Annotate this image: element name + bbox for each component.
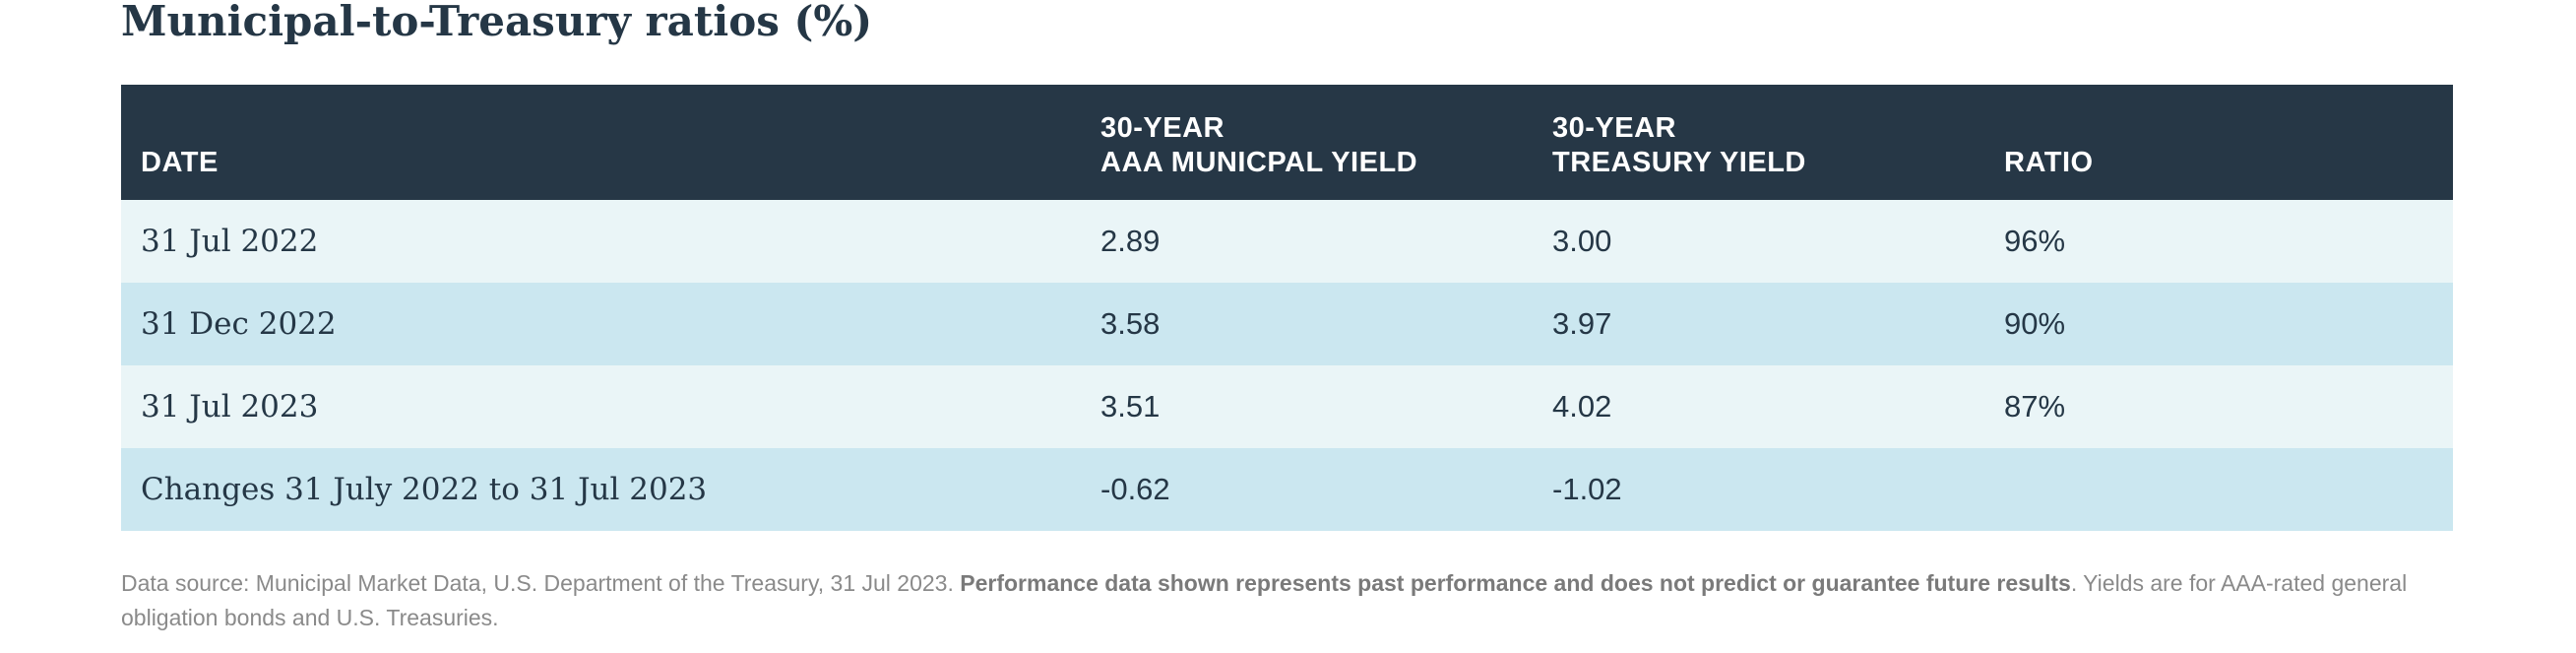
table-header-row: DATE 30-YEAR AAA MUNICPAL YIELD 30-YEAR … <box>121 85 2453 200</box>
cell-ratio: 96% <box>1984 200 2453 283</box>
header-date: DATE <box>121 85 1081 200</box>
cell-treasury-yield: 3.97 <box>1533 283 1984 365</box>
footnote: Data source: Municipal Market Data, U.S.… <box>121 566 2453 635</box>
ratios-table: DATE 30-YEAR AAA MUNICPAL YIELD 30-YEAR … <box>121 85 2453 531</box>
cell-ratio: 87% <box>1984 365 2453 448</box>
cell-treasury-yield: -1.02 <box>1533 448 1984 531</box>
footnote-disclaimer: Performance data shown represents past p… <box>960 570 2071 596</box>
cell-treasury-yield: 4.02 <box>1533 365 1984 448</box>
cell-ratio <box>1984 448 2453 531</box>
cell-date: Changes 31 July 2022 to 31 Jul 2023 <box>121 448 1081 531</box>
cell-muni-yield: -0.62 <box>1081 448 1533 531</box>
cell-date: 31 Jul 2022 <box>121 200 1081 283</box>
header-ratio: RATIO <box>1984 85 2453 200</box>
page-title: Municipal-to-Treasury ratios (%) <box>121 0 873 45</box>
cell-date: 31 Jul 2023 <box>121 365 1081 448</box>
cell-treasury-yield: 3.00 <box>1533 200 1984 283</box>
cell-date: 31 Dec 2022 <box>121 283 1081 365</box>
header-muni-yield: 30-YEAR AAA MUNICPAL YIELD <box>1081 85 1533 200</box>
cell-muni-yield: 2.89 <box>1081 200 1533 283</box>
cell-muni-yield: 3.51 <box>1081 365 1533 448</box>
header-treasury-yield: 30-YEAR TREASURY YIELD <box>1533 85 1984 200</box>
table-row: 31 Jul 2023 3.51 4.02 87% <box>121 365 2453 448</box>
table-row: 31 Dec 2022 3.58 3.97 90% <box>121 283 2453 365</box>
footnote-source: Data source: Municipal Market Data, U.S.… <box>121 570 961 596</box>
cell-ratio: 90% <box>1984 283 2453 365</box>
footnote-tail: . Yields are for AAA-rated general oblig… <box>121 570 2408 630</box>
table-row-changes: Changes 31 July 2022 to 31 Jul 2023 -0.6… <box>121 448 2453 531</box>
table-row: 31 Jul 2022 2.89 3.00 96% <box>121 200 2453 283</box>
cell-muni-yield: 3.58 <box>1081 283 1533 365</box>
